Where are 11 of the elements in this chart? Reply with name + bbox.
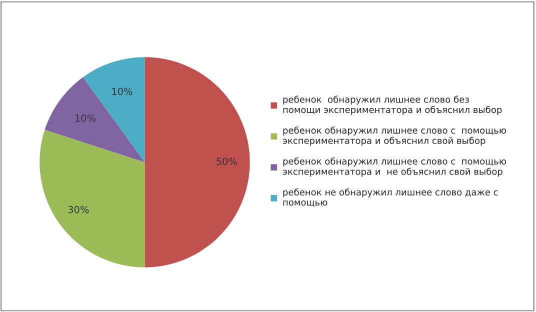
data-label: 10% [75, 114, 96, 122]
legend-label: ребенок обнаружил лишнее слово с помощью экспериментатора и не объяснил свой выбор [283, 157, 506, 177]
data-label: 50% [216, 158, 237, 166]
legend-label: ребенок обнаружил лишнее слово с помощью экспериментатора и объяснил свой выбор [283, 126, 506, 146]
pie-slice [144, 57, 250, 268]
data-label: 10% [112, 88, 132, 96]
pie-slice [44, 77, 145, 162]
legend-label: ребенок не обнаружил лишнее слово даже с помощью [283, 188, 498, 207]
pie-slice [40, 130, 145, 268]
data-label: 30% [68, 206, 89, 214]
legend-label: ребенок обнаружил лишнее слово без помощи экспериментатора и объяснил выбор [283, 96, 502, 115]
